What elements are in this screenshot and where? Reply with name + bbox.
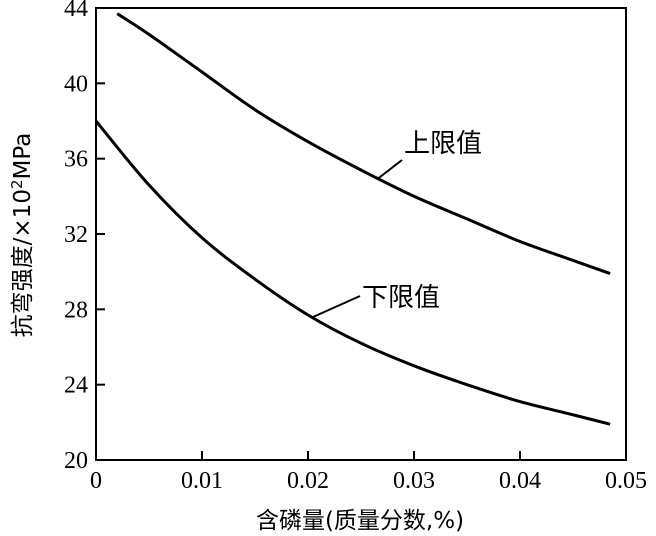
x-tick-label: 0 bbox=[90, 468, 102, 494]
series-label-upper: 上限值 bbox=[404, 129, 482, 159]
y-tick-label: 40 bbox=[64, 71, 88, 97]
leader-line-lower bbox=[312, 295, 361, 318]
y-axis-label-main: 抗弯强度/×10 bbox=[10, 189, 36, 337]
y-tick-label: 32 bbox=[64, 222, 88, 248]
y-axis-label: 抗弯强度/×102MPa bbox=[8, 133, 36, 338]
x-axis-label: 含磷量(质量分数,%) bbox=[256, 508, 464, 534]
y-tick-label: 20 bbox=[64, 448, 88, 474]
x-tick-label: 0.05 bbox=[605, 468, 647, 494]
series-line-lower bbox=[94, 120, 611, 426]
plot-frame bbox=[95, 7, 627, 461]
x-tick-label: 0.03 bbox=[393, 468, 435, 494]
y-tick-label: 24 bbox=[64, 373, 88, 399]
x-tick-label: 0.02 bbox=[287, 468, 329, 494]
y-tick-label: 44 bbox=[64, 0, 88, 22]
series-line-upper bbox=[116, 12, 611, 276]
y-axis-label-sup: 2 bbox=[8, 179, 26, 189]
y-tick-label: 36 bbox=[64, 147, 88, 173]
series-label-lower: 下限值 bbox=[362, 283, 440, 313]
leader-line-upper bbox=[376, 159, 403, 181]
y-axis-label-unit: MPa bbox=[10, 133, 36, 180]
x-tick-label: 0.01 bbox=[181, 468, 223, 494]
x-tick-label: 0.04 bbox=[499, 468, 541, 494]
y-tick-label: 28 bbox=[64, 297, 88, 323]
series-lines bbox=[94, 12, 611, 426]
axes: 0 0.01 0.02 0.03 0.04 0.05 20 24 28 32 36 40 44 bbox=[64, 0, 647, 494]
